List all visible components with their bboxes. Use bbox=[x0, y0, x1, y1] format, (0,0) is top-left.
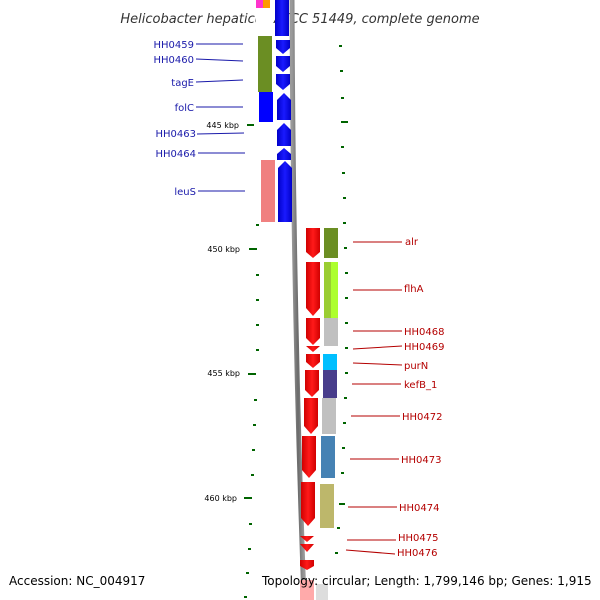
major-tick-450: 450 kbp bbox=[207, 245, 257, 254]
reverse-gene-arrow bbox=[300, 536, 314, 542]
gene-label[interactable]: folC bbox=[175, 103, 194, 114]
gene-label[interactable]: HH0459 bbox=[154, 40, 195, 51]
gene-label[interactable]: HH0476 bbox=[397, 548, 438, 559]
reverse-gene-arrow bbox=[306, 354, 320, 368]
gene-label[interactable]: HH0472 bbox=[402, 412, 443, 423]
reverse-gene-arrow bbox=[302, 436, 316, 478]
gene-label[interactable]: HH0468 bbox=[404, 327, 445, 338]
left-gene-labels: HH0459 HH0460 tagE folC HH0463 HH0464 le… bbox=[154, 40, 245, 198]
gene-label[interactable]: HH0475 bbox=[398, 533, 439, 544]
forward-gene-arrow bbox=[277, 93, 291, 120]
forward-strand-track bbox=[275, 0, 292, 222]
gene-label[interactable]: HH0460 bbox=[154, 55, 195, 66]
reverse-gene-arrow bbox=[300, 560, 314, 570]
reverse-gene-arrow bbox=[305, 370, 319, 397]
major-tick-460: 460 kbp bbox=[204, 494, 252, 503]
right-cog-track bbox=[316, 228, 338, 600]
tick-label: 445 kbp bbox=[206, 121, 239, 130]
left-cog-track bbox=[256, 0, 275, 222]
forward-gene-arrow bbox=[276, 74, 290, 90]
reverse-gene-arrow bbox=[306, 318, 320, 345]
gene-label[interactable]: HH0464 bbox=[156, 149, 197, 160]
forward-gene-arrow bbox=[276, 56, 290, 72]
genome-info-text: Topology: circular; Length: 1,799,146 bp… bbox=[262, 574, 592, 588]
forward-gene-arrow bbox=[275, 0, 289, 36]
reverse-gene-arrow bbox=[300, 580, 314, 600]
gene-label[interactable]: flhA bbox=[404, 284, 424, 295]
gene-label[interactable]: HH0473 bbox=[401, 455, 442, 466]
gene-label[interactable]: leuS bbox=[174, 187, 196, 198]
major-tick-455: 455 kbp bbox=[207, 369, 256, 378]
map-title: Helicobacter hepaticus ATCC 51449, compl… bbox=[120, 12, 479, 27]
forward-gene-arrow bbox=[278, 161, 292, 222]
gene-label[interactable]: tagE bbox=[171, 78, 194, 89]
tick-label: 455 kbp bbox=[207, 369, 240, 378]
forward-gene-arrow bbox=[277, 148, 291, 160]
right-gene-labels: alr flhA HH0468 HH0469 purN kefB_1 HH047… bbox=[345, 237, 445, 559]
reverse-gene-arrow bbox=[306, 346, 320, 352]
reverse-gene-arrow bbox=[300, 544, 314, 552]
tick-label: 460 kbp bbox=[204, 494, 237, 503]
gene-label[interactable]: HH0463 bbox=[156, 129, 197, 140]
accession-text: Accession: NC_004917 bbox=[9, 574, 146, 588]
gene-label[interactable]: HH0474 bbox=[399, 503, 440, 514]
forward-gene-arrow bbox=[276, 40, 290, 54]
reverse-gene-arrow bbox=[304, 398, 318, 434]
reverse-gene-arrow bbox=[306, 262, 320, 316]
minor-ticks-right bbox=[335, 45, 348, 554]
reverse-strand-track bbox=[300, 228, 320, 600]
major-tick-445: 445 kbp bbox=[206, 121, 348, 130]
gene-label[interactable]: alr bbox=[405, 237, 419, 248]
gene-label[interactable]: kefB_1 bbox=[404, 380, 437, 391]
gene-label[interactable]: HH0469 bbox=[404, 342, 445, 353]
tick-label: 450 kbp bbox=[207, 245, 240, 254]
forward-gene-arrow bbox=[277, 123, 291, 146]
reverse-gene-arrow bbox=[301, 482, 315, 526]
gene-label[interactable]: purN bbox=[404, 361, 428, 372]
reverse-gene-arrow bbox=[306, 228, 320, 258]
minor-ticks-left bbox=[244, 224, 259, 598]
